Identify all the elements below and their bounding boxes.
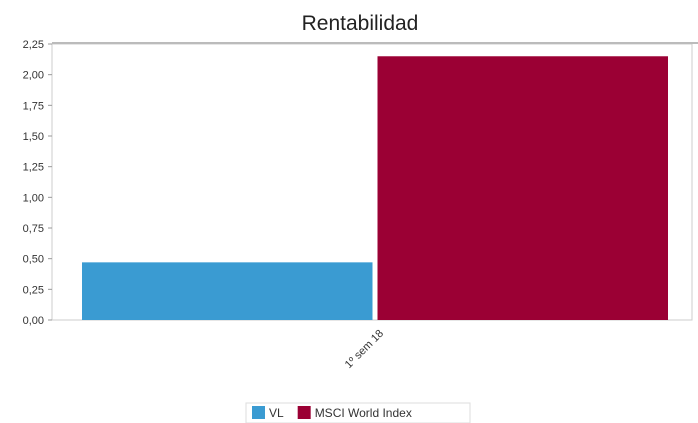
y-tick-label: 1,00 [23, 192, 44, 204]
y-tick-label: 2,25 [23, 39, 44, 51]
y-tick-label: 1,75 [23, 100, 44, 112]
bars [82, 56, 668, 321]
legend: VL MSCI World Index [245, 402, 471, 423]
chart-title: Rentabilidad [302, 12, 419, 35]
bar-msci-world-index [377, 56, 668, 321]
y-axis: 0,00 0,25 0,50 0,75 1,00 1,25 1,50 1,75 2,00 2,25 [23, 39, 52, 327]
legend-label: VL [269, 406, 284, 420]
y-tick-label: 0,25 [23, 284, 44, 296]
legend-swatch [297, 406, 311, 419]
y-tick-label: 1,50 [23, 131, 44, 143]
legend-label: MSCI World Index [315, 406, 412, 420]
x-axis: 1º sem 18 [343, 328, 386, 371]
y-tick-label: 2,00 [23, 70, 44, 82]
y-tick-label: 0,50 [23, 254, 44, 266]
x-category-label: 1º sem 18 [343, 328, 386, 371]
y-tick-label: 0,00 [23, 315, 44, 327]
bar-vl [82, 262, 373, 320]
y-tick-label: 0,75 [23, 223, 44, 235]
y-tick-label: 1,25 [23, 162, 44, 174]
legend-swatch [252, 406, 265, 419]
